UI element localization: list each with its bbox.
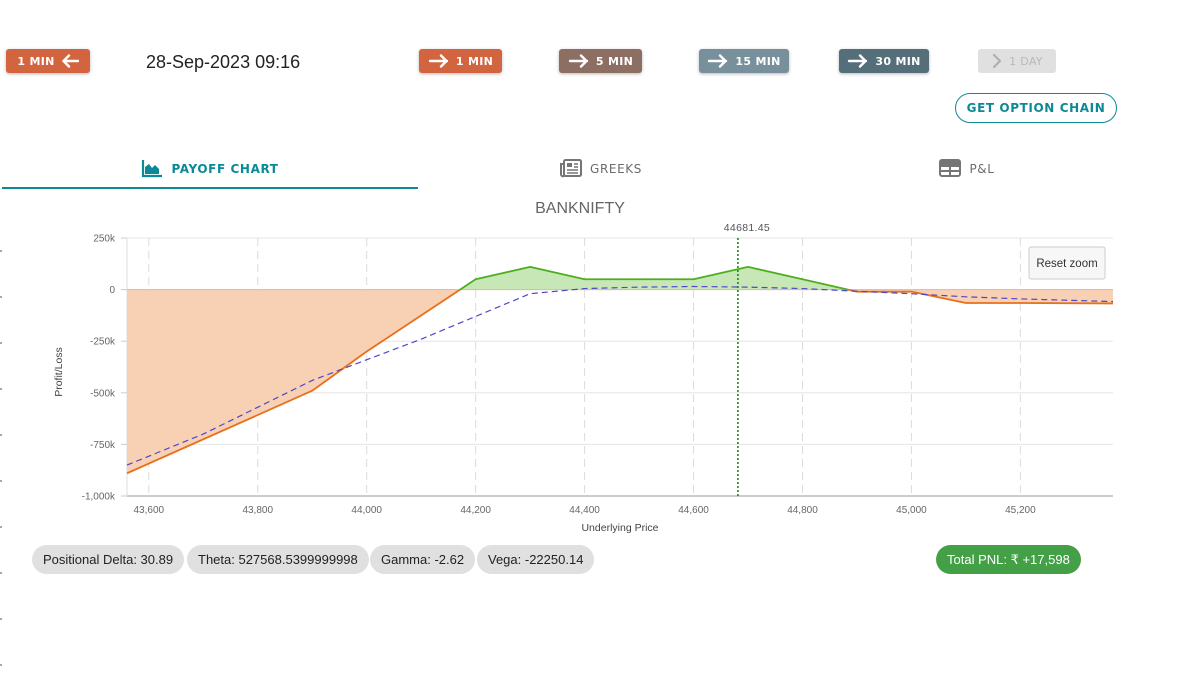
payoff-line-profit [459, 265, 849, 291]
current-datetime: 28-Sep-2023 09:16 [146, 52, 301, 72]
target-day-line [126, 285, 1114, 466]
forward-1day-button: 1 DAY [978, 49, 1056, 73]
forward-1min-button[interactable]: 1 MIN [419, 49, 502, 73]
y-tick-label: -500k [90, 388, 116, 399]
y-axis-title: Profit/Loss [53, 347, 65, 397]
x-tick-label: 45,000 [896, 505, 927, 516]
x-tick-label: 43,800 [242, 505, 273, 516]
tab-pnl-label: P&L [969, 162, 995, 176]
x-tick-label: 44,200 [460, 505, 491, 516]
tab-payoff-chart-label: PAYOFF CHART [171, 162, 279, 176]
back-1min-button[interactable]: 1 MIN [6, 49, 90, 73]
y-tick-label: 250k [93, 234, 116, 245]
y-tick-label: -1,000k [82, 492, 116, 503]
y-tick-label: -250k [90, 337, 116, 348]
arrow-left-icon [61, 54, 79, 68]
table-icon [939, 158, 962, 181]
payoff-chart[interactable]: BANKNIFTY 250k 0 -250k -500k -750k -1,000k 43,6… [0, 192, 1177, 542]
x-tick-label: 44,400 [569, 505, 600, 516]
x-tick-label: 43,600 [133, 505, 164, 516]
tab-payoff-chart[interactable]: PAYOFF CHART [2, 150, 418, 188]
arrow-right-icon [568, 54, 590, 68]
payoff-line-loss [126, 288, 461, 475]
loss-area [127, 289, 461, 474]
tab-pnl[interactable]: P&L [784, 150, 1150, 188]
gamma-chip: Gamma: -2.62 [370, 545, 476, 574]
y-tick-label: -750k [90, 440, 116, 451]
x-tick-label: 44,800 [787, 505, 818, 516]
total-pnl-chip: Total PNL: ₹ +17,598 [936, 545, 1081, 574]
y-tick-label: 0 [109, 285, 115, 296]
forward-30min-button[interactable]: 30 MIN [839, 49, 929, 73]
tab-greeks-label: GREEKS [590, 162, 642, 176]
arrow-right-icon [847, 54, 869, 68]
back-1min-label: 1 MIN [17, 54, 55, 68]
forward-15min-label: 15 MIN [735, 54, 781, 68]
reset-zoom-label: Reset zoom [1036, 258, 1097, 270]
x-tick-label: 44,000 [351, 505, 382, 516]
arrow-right-icon [707, 54, 729, 68]
arrow-right-icon [428, 54, 450, 68]
theta-chip: Theta: 527568.5399999998 [187, 545, 369, 574]
chevron-right-icon [991, 53, 1003, 69]
forward-5min-label: 5 MIN [595, 54, 634, 68]
chart-title: BANKNIFTY [535, 200, 625, 217]
vega-chip: Vega: -22250.14 [477, 545, 595, 574]
profit-area [460, 266, 848, 290]
active-tab-indicator [2, 187, 418, 189]
forward-1day-label: 1 DAY [1009, 54, 1043, 68]
reset-zoom-box [1028, 246, 1106, 280]
newspaper-icon [560, 158, 583, 181]
x-axis-title: Underlying Price [581, 522, 658, 534]
forward-1min-label: 1 MIN [455, 54, 494, 68]
forward-5min-button[interactable]: 5 MIN [559, 49, 642, 73]
positional-delta-chip: Positional Delta: 30.89 [32, 545, 185, 574]
x-tick-label: 44,600 [678, 505, 709, 516]
tab-greeks[interactable]: GREEKS [418, 150, 784, 188]
x-tick-label: 45,200 [1005, 505, 1036, 516]
page-edge-marker [0, 250, 2, 690]
forward-30min-label: 30 MIN [875, 54, 921, 68]
current-price-label: 44681.45 [724, 222, 770, 234]
area-chart-icon [141, 158, 163, 181]
get-option-chain-button[interactable]: GET OPTION CHAIN [955, 93, 1117, 123]
reset-zoom-button[interactable]: Reset zoom [1028, 246, 1106, 280]
forward-15min-button[interactable]: 15 MIN [699, 49, 789, 73]
